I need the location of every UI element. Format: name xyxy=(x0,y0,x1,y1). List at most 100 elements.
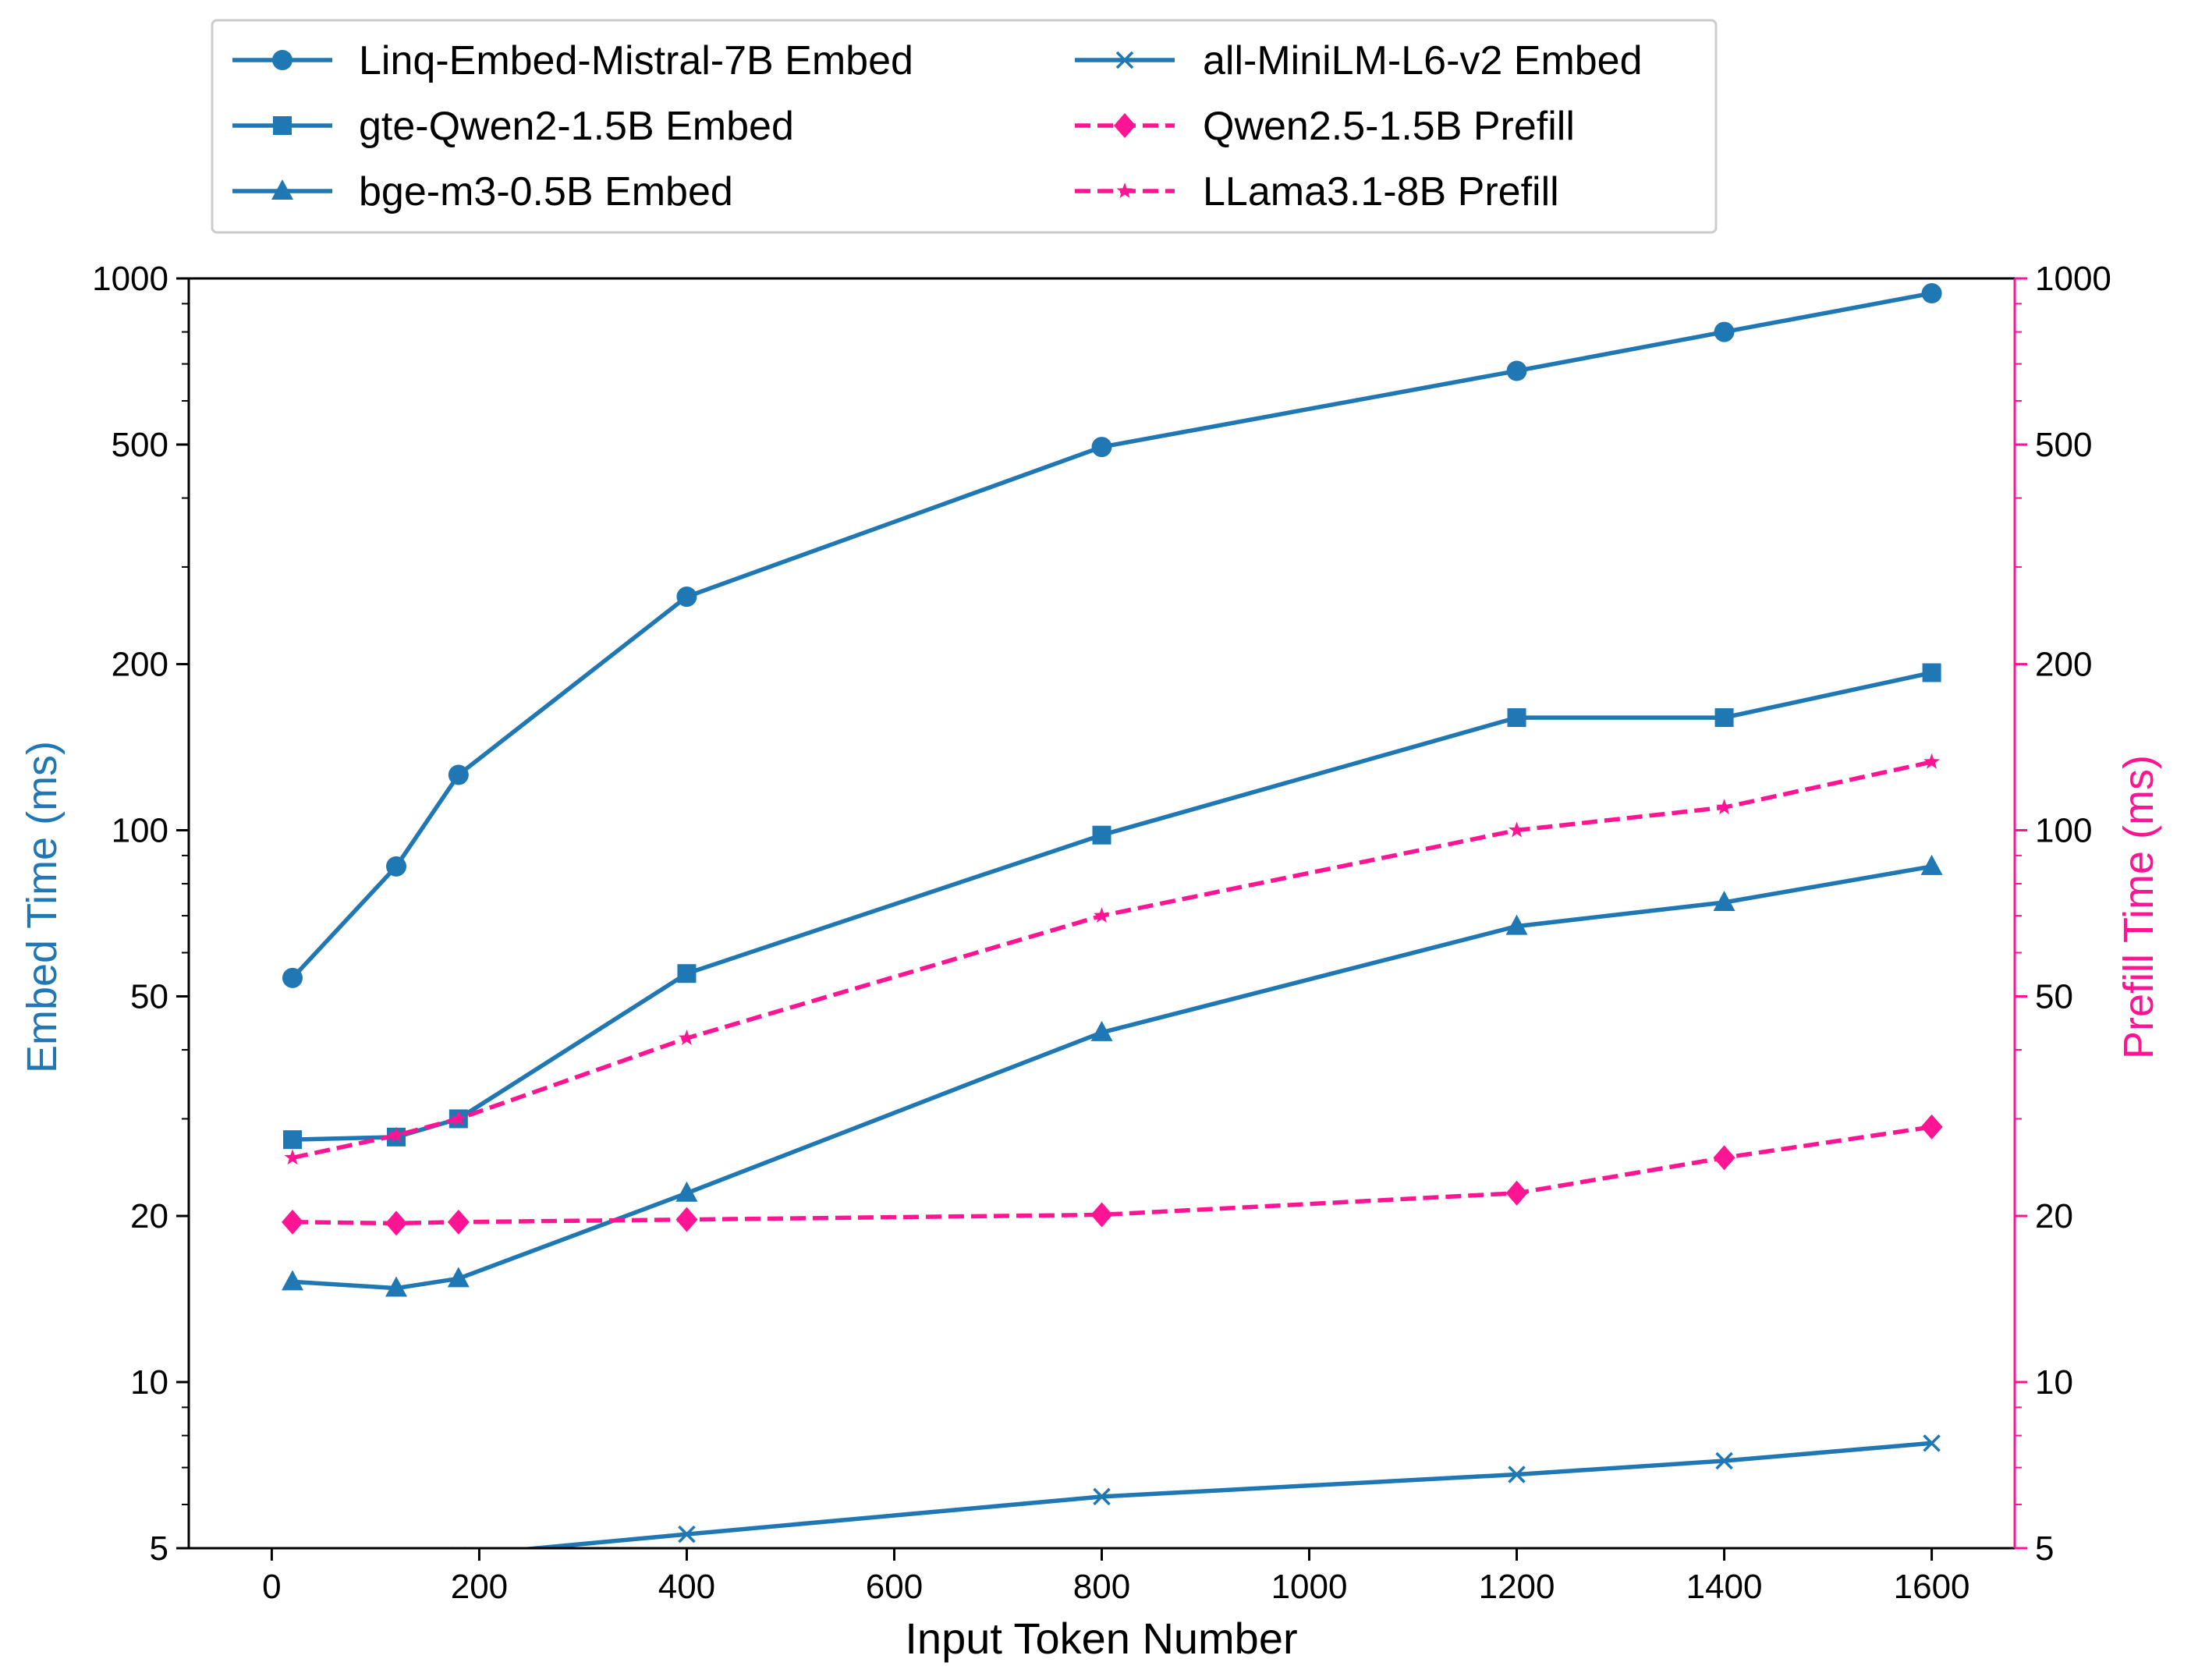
x-tick-label: 600 xyxy=(866,1568,923,1606)
y-left-tick-label: 100 xyxy=(112,812,168,850)
legend-item: Linq-Embed-Mistral-7B Embed xyxy=(232,38,913,83)
y-left-tick-label: 50 xyxy=(130,977,168,1015)
data-point xyxy=(385,1210,408,1236)
data-point xyxy=(1920,1114,1943,1139)
series-0 xyxy=(282,283,1942,988)
series-3 xyxy=(450,1434,1941,1548)
data-point xyxy=(448,764,469,785)
x-marker-stroke xyxy=(1715,1451,1733,1470)
data-point xyxy=(1093,1487,1111,1506)
legend-marker xyxy=(1116,183,1133,198)
data-point xyxy=(1509,821,1525,838)
series-line xyxy=(513,1441,1932,1548)
x-tick-label: 1400 xyxy=(1686,1568,1763,1606)
data-point xyxy=(1716,799,1732,815)
data-point xyxy=(1923,753,1941,769)
x-tick-label: 800 xyxy=(1073,1568,1130,1606)
data-point xyxy=(1508,1466,1526,1483)
data-point xyxy=(282,1209,304,1235)
y-left-tick-label: 5 xyxy=(150,1529,168,1568)
data-point xyxy=(1714,321,1735,342)
data-point xyxy=(282,1270,304,1291)
series-2 xyxy=(282,854,1943,1297)
legend-label: LLama3.1-8B Prefill xyxy=(1203,169,1559,214)
data-point xyxy=(1505,914,1528,935)
data-point xyxy=(677,964,697,984)
legend-label: bge-m3-0.5B Embed xyxy=(359,169,733,214)
x-tick-label: 200 xyxy=(451,1568,508,1606)
legend-marker xyxy=(273,116,292,135)
data-point xyxy=(450,1110,467,1126)
y-left-tick-label: 10 xyxy=(130,1363,168,1402)
legend-item: LLama3.1-8B Prefill xyxy=(1075,169,1559,214)
legend-label: Linq-Embed-Mistral-7B Embed xyxy=(359,38,913,83)
legend-item: gte-Qwen2-1.5B Embed xyxy=(232,104,794,149)
data-point xyxy=(1921,283,1942,304)
x-tick-label: 400 xyxy=(658,1568,715,1606)
y-right-tick-label: 20 xyxy=(2035,1197,2073,1235)
legend-marker xyxy=(1115,51,1134,69)
y-right-tick-label: 10 xyxy=(2035,1363,2073,1402)
data-point xyxy=(283,1130,303,1150)
data-point xyxy=(1091,437,1112,458)
series-group xyxy=(282,283,1943,1548)
legend-item: all-MiniLM-L6-v2 Embed xyxy=(1075,38,1643,83)
y-right-tick-label: 200 xyxy=(2035,646,2092,684)
series-4 xyxy=(282,1114,1943,1236)
x-tick-label: 1000 xyxy=(1271,1568,1348,1606)
data-point xyxy=(676,587,697,608)
data-point xyxy=(388,1126,405,1143)
legend-marker xyxy=(271,179,293,200)
data-point xyxy=(1094,907,1110,923)
data-point xyxy=(1713,1145,1735,1171)
legend-frame xyxy=(211,19,1718,234)
data-point xyxy=(1090,1202,1113,1228)
legend-marker xyxy=(1114,113,1136,138)
y-axis-left-label: Embed Time (ms) xyxy=(19,741,66,1073)
legend-label: Qwen2.5-1.5B Prefill xyxy=(1203,104,1575,149)
x-marker-stroke xyxy=(1508,1466,1526,1483)
data-point xyxy=(1715,1451,1733,1470)
legend-item: Qwen2.5-1.5B Prefill xyxy=(1075,104,1575,149)
x-tick-label: 1200 xyxy=(1479,1568,1555,1606)
legend-marker xyxy=(272,50,292,70)
data-point xyxy=(1092,825,1111,845)
legend-label: all-MiniLM-L6-v2 Embed xyxy=(1203,38,1643,83)
data-point xyxy=(1090,1020,1113,1041)
legend: Linq-Embed-Mistral-7B Embed gte-Qwen2-1.5… xyxy=(211,19,1718,234)
y-axis-right-label: Prefill Time (ms) xyxy=(2115,755,2162,1059)
y-left-tick-label: 1000 xyxy=(92,260,168,298)
y-right-tick-label: 5 xyxy=(2035,1529,2054,1568)
data-point xyxy=(675,1181,698,1202)
y-right-tick-label: 100 xyxy=(2035,812,2092,850)
y-left-tick-label: 500 xyxy=(112,426,168,464)
data-point xyxy=(284,1149,301,1165)
data-point xyxy=(282,967,303,988)
y-left-tick-label: 200 xyxy=(112,646,168,684)
series-5 xyxy=(284,753,1941,1165)
data-point xyxy=(678,1525,696,1544)
x-marker-stroke xyxy=(1115,51,1134,69)
y-right-tick-label: 1000 xyxy=(2035,260,2111,298)
x-tick-label: 0 xyxy=(262,1568,281,1606)
data-point xyxy=(1920,854,1943,875)
data-point xyxy=(386,856,407,877)
data-point xyxy=(1506,360,1527,381)
x-marker-stroke xyxy=(1923,1434,1941,1452)
data-point xyxy=(1505,1180,1528,1206)
series-line xyxy=(292,864,1933,1291)
x-axis-label: Input Token Number xyxy=(905,1614,1297,1663)
x-tick-label: 1600 xyxy=(1894,1568,1970,1606)
data-point xyxy=(1922,663,1941,682)
y-right-tick-label: 50 xyxy=(2035,977,2073,1015)
data-point xyxy=(1713,891,1735,912)
data-point xyxy=(675,1207,698,1232)
series-line xyxy=(290,291,1933,980)
legend-label: gte-Qwen2-1.5B Embed xyxy=(359,104,794,149)
data-point xyxy=(447,1267,470,1288)
legend-item: bge-m3-0.5B Embed xyxy=(232,169,733,214)
data-point xyxy=(447,1209,470,1235)
y-right-tick-label: 500 xyxy=(2035,426,2092,464)
